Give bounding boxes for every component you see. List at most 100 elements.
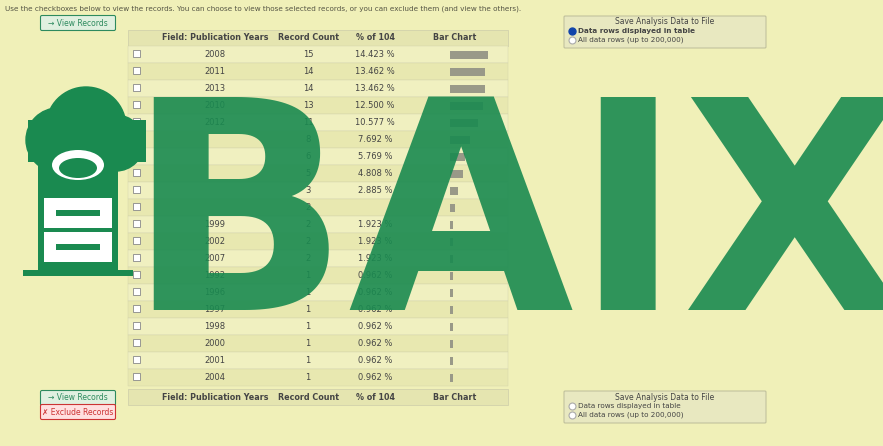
Text: 3: 3 xyxy=(306,186,311,195)
Bar xyxy=(133,373,140,380)
Bar xyxy=(128,233,508,250)
Bar xyxy=(133,67,140,74)
Text: 0.962 %: 0.962 % xyxy=(358,373,392,382)
FancyBboxPatch shape xyxy=(41,16,116,30)
Bar xyxy=(128,267,508,284)
Text: 1: 1 xyxy=(306,339,311,348)
Text: 0.962 %: 0.962 % xyxy=(358,356,392,365)
Text: 1: 1 xyxy=(306,288,311,297)
Text: 12.500 %: 12.500 % xyxy=(355,101,395,110)
Bar xyxy=(133,135,140,142)
Text: 1.923 %: 1.923 % xyxy=(358,254,392,263)
Text: → View Records: → View Records xyxy=(49,393,108,402)
Text: 2000: 2000 xyxy=(205,339,225,348)
Bar xyxy=(450,374,452,382)
Text: 2008: 2008 xyxy=(205,50,225,59)
Bar xyxy=(128,114,508,131)
Bar xyxy=(128,199,508,216)
Text: Bar Chart: Bar Chart xyxy=(434,33,477,42)
Text: 2: 2 xyxy=(306,254,311,263)
Bar xyxy=(133,101,140,108)
Text: 0.962 %: 0.962 % xyxy=(358,305,392,314)
Text: 13: 13 xyxy=(303,101,313,110)
Bar xyxy=(450,51,487,59)
Text: 1: 1 xyxy=(306,373,311,382)
Text: BAIXA: BAIXA xyxy=(126,88,883,372)
Bar xyxy=(450,323,452,331)
Bar xyxy=(450,136,470,144)
Text: 13.462 %: 13.462 % xyxy=(355,84,395,93)
Bar xyxy=(450,289,452,297)
Text: 0.962 %: 0.962 % xyxy=(358,339,392,348)
Text: 2001: 2001 xyxy=(205,356,225,365)
Bar xyxy=(133,186,140,193)
Bar xyxy=(133,237,140,244)
Bar xyxy=(450,153,465,161)
Text: 5.769 %: 5.769 % xyxy=(358,152,392,161)
Bar xyxy=(128,284,508,301)
Text: 1.923 %: 1.923 % xyxy=(358,237,392,246)
Text: 11: 11 xyxy=(303,118,313,127)
Bar xyxy=(450,255,452,263)
Bar xyxy=(128,335,508,352)
Bar xyxy=(450,119,478,127)
Text: All data rows (up to 200,000): All data rows (up to 200,000) xyxy=(578,412,683,418)
Text: 1992: 1992 xyxy=(205,271,225,280)
Text: Save Analysis Data to File: Save Analysis Data to File xyxy=(615,392,714,401)
Bar xyxy=(133,254,140,261)
Bar xyxy=(128,131,508,148)
Text: 2012: 2012 xyxy=(205,118,225,127)
Text: 5: 5 xyxy=(306,169,311,178)
Text: 0.962 %: 0.962 % xyxy=(358,322,392,331)
Bar xyxy=(450,340,452,348)
Bar xyxy=(56,244,100,250)
Bar xyxy=(128,352,508,369)
Text: 13.462 %: 13.462 % xyxy=(355,67,395,76)
Text: Record Count: Record Count xyxy=(277,392,338,401)
Bar xyxy=(133,50,140,57)
Text: % of 104: % of 104 xyxy=(356,392,395,401)
Text: Record Count: Record Count xyxy=(277,33,338,42)
Text: All data rows (up to 200,000): All data rows (up to 200,000) xyxy=(578,37,683,43)
Bar xyxy=(128,30,508,46)
Bar xyxy=(128,148,508,165)
Bar xyxy=(56,210,100,216)
FancyBboxPatch shape xyxy=(564,16,766,48)
Bar xyxy=(450,170,463,178)
Bar xyxy=(133,152,140,159)
Bar xyxy=(133,84,140,91)
Text: 2: 2 xyxy=(306,203,311,212)
Text: 4.808 %: 4.808 % xyxy=(358,169,392,178)
Text: 1996: 1996 xyxy=(205,288,225,297)
Text: 2004: 2004 xyxy=(205,373,225,382)
Text: 1: 1 xyxy=(306,271,311,280)
Text: Field: Publication Years: Field: Publication Years xyxy=(162,33,268,42)
Bar xyxy=(450,204,455,212)
Text: 2.885 %: 2.885 % xyxy=(358,186,392,195)
Bar xyxy=(450,187,457,195)
FancyBboxPatch shape xyxy=(41,405,116,420)
Text: 1: 1 xyxy=(306,322,311,331)
Text: 2: 2 xyxy=(306,220,311,229)
Text: ✗ Exclude Records: ✗ Exclude Records xyxy=(42,408,114,417)
Bar xyxy=(128,182,508,199)
Text: 14: 14 xyxy=(303,84,313,93)
Text: Use the checkboxes below to view the records. You can choose to view those selec: Use the checkboxes below to view the rec… xyxy=(5,5,521,12)
Bar xyxy=(28,120,146,162)
Bar xyxy=(133,288,140,295)
Ellipse shape xyxy=(52,150,104,180)
Bar xyxy=(133,118,140,125)
Bar xyxy=(450,68,485,76)
FancyBboxPatch shape xyxy=(564,391,766,423)
Text: 7.692 %: 7.692 % xyxy=(358,135,392,144)
Text: 2: 2 xyxy=(306,237,311,246)
Text: → View Records: → View Records xyxy=(49,18,108,28)
Bar xyxy=(128,97,508,114)
Bar xyxy=(128,389,508,405)
Bar xyxy=(450,102,482,110)
Bar xyxy=(133,220,140,227)
Bar xyxy=(133,339,140,346)
Bar xyxy=(128,250,508,267)
Text: 1.923 %: 1.923 % xyxy=(358,220,392,229)
Bar xyxy=(450,272,452,280)
